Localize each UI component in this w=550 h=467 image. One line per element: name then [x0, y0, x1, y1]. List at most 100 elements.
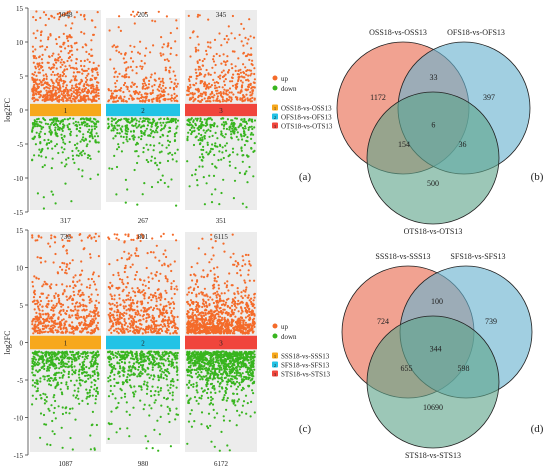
up-point	[141, 290, 144, 293]
down-point	[151, 447, 154, 450]
up-point	[83, 65, 86, 68]
down-point	[158, 433, 161, 436]
up-point	[187, 14, 190, 17]
up-point	[63, 262, 66, 265]
down-point	[153, 360, 156, 363]
down-point	[146, 366, 149, 369]
up-point	[222, 299, 225, 302]
up-point	[83, 89, 86, 93]
up-point	[166, 58, 169, 61]
up-point	[44, 48, 47, 51]
up-point	[176, 82, 179, 85]
up-point	[253, 296, 256, 299]
down-point	[158, 118, 161, 121]
up-point	[142, 96, 146, 99]
up-point	[91, 318, 94, 321]
up-point	[207, 312, 210, 315]
down-point	[59, 355, 62, 358]
up-point	[156, 288, 159, 291]
down-point	[206, 143, 209, 146]
up-point	[223, 308, 226, 311]
down-point	[111, 368, 114, 371]
up-point	[142, 310, 145, 313]
up-point	[169, 31, 172, 35]
up-point	[244, 294, 247, 297]
down-point	[128, 366, 131, 369]
down-point	[56, 123, 59, 127]
up-point	[131, 287, 134, 290]
up-point	[247, 88, 250, 91]
up-point	[201, 293, 204, 296]
up-point	[162, 81, 165, 84]
up-point	[62, 82, 65, 85]
legend-group-swatch-label: 2	[274, 115, 276, 120]
down-point	[41, 354, 44, 357]
up-point	[211, 246, 214, 249]
down-point	[200, 133, 203, 137]
up-point	[41, 45, 44, 48]
up-point	[84, 69, 87, 72]
up-point	[230, 76, 234, 79]
up-point	[82, 69, 85, 72]
down-point	[108, 355, 111, 358]
down-point	[82, 360, 86, 363]
down-point	[223, 123, 226, 126]
up-point	[33, 83, 36, 86]
up-point	[201, 326, 204, 329]
up-point	[68, 262, 72, 265]
down-point	[55, 366, 58, 369]
up-point	[56, 59, 59, 62]
down-point	[146, 388, 149, 391]
down-point	[150, 155, 153, 158]
up-point	[33, 299, 36, 302]
up-point	[133, 45, 136, 48]
up-point	[121, 278, 124, 281]
up-point	[115, 237, 118, 240]
down-point	[45, 396, 49, 399]
down-point	[42, 413, 46, 417]
down-point	[161, 174, 164, 177]
down-point	[112, 353, 115, 356]
down-point	[162, 364, 165, 367]
down-point	[150, 374, 153, 377]
up-point	[246, 296, 249, 299]
down-point	[170, 117, 173, 121]
down-point	[171, 378, 174, 381]
down-point	[90, 381, 93, 384]
up-point	[129, 296, 132, 299]
down-point	[60, 133, 63, 136]
up-point	[125, 286, 128, 289]
up-point	[209, 85, 212, 88]
up-point	[154, 256, 157, 259]
up-point	[109, 312, 112, 315]
up-point	[31, 76, 34, 79]
up-point	[135, 249, 138, 252]
down-point	[244, 133, 247, 136]
down-count-label: 351	[216, 217, 227, 225]
up-point	[63, 96, 66, 99]
up-point	[159, 327, 162, 330]
up-point	[61, 293, 64, 296]
up-point	[58, 55, 62, 59]
up-point	[39, 322, 42, 325]
up-point	[191, 96, 194, 99]
up-point	[126, 88, 129, 91]
down-point	[137, 365, 141, 369]
down-point	[91, 374, 94, 377]
down-point	[154, 390, 157, 393]
up-point	[147, 287, 150, 290]
up-point	[92, 87, 95, 91]
up-point	[224, 63, 227, 66]
down-point	[245, 206, 248, 209]
up-point	[146, 301, 150, 304]
up-point	[253, 67, 256, 70]
up-point	[118, 297, 121, 300]
up-point	[127, 298, 130, 301]
up-point	[236, 82, 239, 85]
down-point	[124, 128, 127, 132]
up-point	[221, 98, 224, 101]
down-point	[33, 361, 37, 364]
down-point	[166, 357, 169, 360]
up-point	[244, 306, 247, 310]
venn-region-count: 36	[459, 140, 467, 149]
